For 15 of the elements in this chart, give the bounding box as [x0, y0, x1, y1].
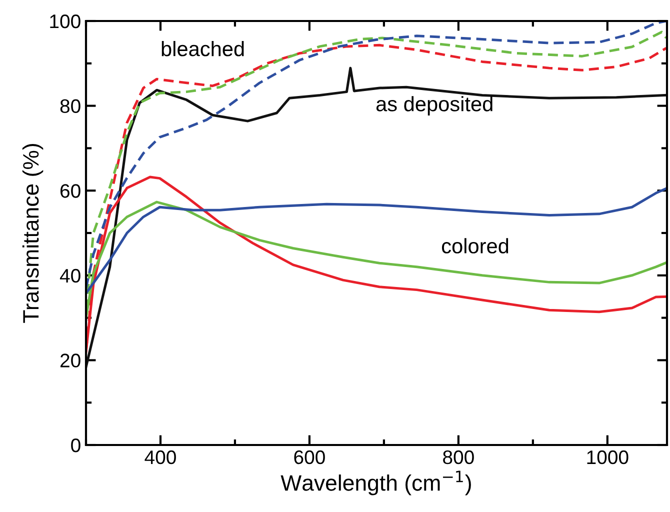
annotation: as deposited: [376, 96, 492, 116]
x-tick-label: 400: [144, 450, 176, 464]
x-tick-label: 800: [443, 450, 474, 464]
x-axis-title: Wavelength (cm$^{−1}$): [280, 470, 471, 496]
y-tick-label: 100: [50, 14, 80, 28]
y-tick-label: 40: [60, 268, 80, 283]
x-tick-label: 600: [294, 450, 325, 464]
x-tick-label: 1000: [587, 450, 628, 464]
annotation: colored: [442, 238, 508, 254]
y-tick-label: 0: [71, 438, 80, 452]
annotation: bleached: [162, 40, 244, 56]
y-axis-title: Transmittance (%): [22, 144, 44, 323]
y-tick-label: 60: [60, 184, 80, 198]
y-tick-label: 20: [60, 354, 80, 368]
y-tick-label: 80: [60, 99, 80, 114]
